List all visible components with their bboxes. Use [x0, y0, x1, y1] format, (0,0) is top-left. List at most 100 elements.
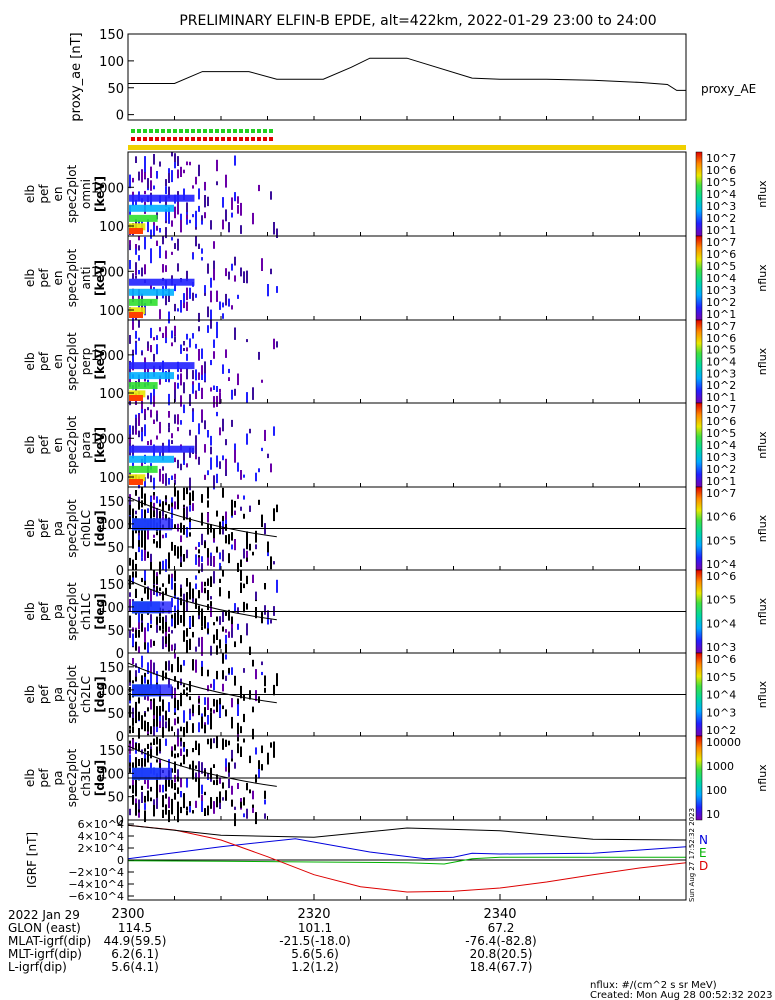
status-mark-red — [173, 137, 177, 141]
heatmap-cell — [222, 364, 224, 374]
colorbar-tick: 10^1 — [706, 391, 736, 404]
heatmap-cell — [141, 509, 143, 518]
y-axis-label-line: en — [51, 438, 65, 453]
series-line — [127, 838, 687, 860]
heatmap-cell — [189, 696, 191, 701]
heatmap-cell — [156, 779, 158, 789]
heatmap-cell — [216, 616, 218, 622]
heatmap-cell — [138, 540, 140, 552]
heatmap-cell — [225, 758, 227, 767]
ephemeris-label: GLON (east) — [8, 921, 81, 935]
heatmap-cell — [219, 562, 221, 571]
heatmap-cell — [159, 245, 161, 259]
heatmap-cell — [144, 236, 146, 250]
heatmap-cell — [255, 690, 257, 702]
y-axis-label-line: elb — [23, 685, 37, 703]
heatmap-cell — [132, 536, 134, 549]
y-axis-label-line: pef — [37, 184, 51, 204]
heatmap-cell — [162, 699, 164, 708]
heatmap-cell — [171, 475, 173, 480]
heatmap-cell — [210, 556, 212, 566]
heatmap-cell — [147, 662, 149, 674]
series-line — [127, 856, 686, 865]
status-mark-red — [191, 137, 195, 141]
ephemeris-value: 20.8(20.5) — [470, 947, 533, 961]
heatmap-cell — [198, 557, 200, 567]
heatmap-cell — [156, 531, 158, 536]
heatmap-cell — [222, 626, 224, 632]
status-mark-green — [269, 129, 273, 133]
heatmap-cell — [213, 634, 215, 644]
heatmap-cell — [213, 622, 215, 626]
heatmap-cell — [234, 603, 236, 612]
heatmap-cell — [174, 783, 176, 790]
heatmap-cell — [204, 292, 206, 296]
heatmap-cell — [201, 608, 203, 622]
heatmap-cell — [153, 703, 155, 716]
heatmap-cell — [249, 505, 251, 512]
heatmap-cell — [204, 420, 206, 430]
heatmap-cell — [213, 801, 215, 814]
heatmap-cell — [243, 798, 245, 806]
status-mark-green — [257, 129, 261, 133]
y-axis-label-line: pa — [51, 521, 65, 536]
heatmap-cell — [198, 382, 200, 391]
heatmap-cell — [168, 661, 170, 671]
heatmap-cell — [171, 170, 173, 183]
heatmap-cell — [258, 351, 260, 360]
legend-entry: N — [699, 833, 708, 847]
heatmap-cell — [171, 342, 173, 347]
heatmap-cell — [213, 709, 215, 714]
heatmap-cell — [195, 236, 197, 247]
status-mark-green — [167, 129, 171, 133]
heatmap-cell — [228, 762, 230, 775]
y-tick-label: 100 — [99, 55, 124, 70]
heatmap-cell — [144, 549, 146, 561]
heatmap-cell — [144, 720, 146, 732]
y-tick-label: 2×10^4 — [78, 842, 124, 855]
heatmap-cell — [168, 411, 170, 418]
heatmap-cell — [237, 783, 239, 789]
heatmap-cell — [183, 507, 185, 521]
heatmap-cell — [243, 495, 245, 500]
heatmap-cell — [225, 293, 227, 306]
heatmap-cell — [138, 496, 140, 501]
heatmap-cell — [165, 738, 167, 746]
heatmap-cell — [222, 549, 224, 562]
heatmap-cell — [147, 441, 149, 446]
heatmap-cell — [183, 487, 185, 501]
heatmap-cell — [138, 255, 140, 261]
heatmap-cell — [165, 635, 167, 644]
heatmap-cell — [246, 808, 248, 819]
heatmap-cell — [168, 427, 170, 433]
heatmap-cell — [204, 697, 206, 705]
heatmap-cell — [243, 813, 245, 818]
heatmap-cell — [135, 342, 137, 355]
y-axis-label-line: pa — [51, 771, 65, 786]
heatmap-cell — [141, 487, 143, 499]
panel-pa_ch3: 150 100 50 0 elb pef pa spec2plot ch3LC [deg] 1000… — [23, 735, 769, 829]
heatmap-cell — [216, 395, 218, 407]
heatmap-cell — [198, 164, 200, 177]
heatmap-cell — [225, 739, 227, 747]
heatmap-cell — [180, 664, 182, 673]
heatmap-cell — [201, 800, 203, 812]
heatmap-cell — [141, 557, 143, 561]
colorbar-tick: 10^4 — [706, 689, 736, 702]
heatmap-cell — [192, 185, 194, 189]
heatmap-cell — [168, 626, 170, 632]
heatmap-cell — [177, 414, 179, 425]
heatmap-cell — [177, 156, 179, 166]
heatmap-cell — [156, 623, 158, 633]
heatmap-cell — [180, 344, 182, 354]
heatmap-cell — [273, 222, 275, 235]
heatmap-cell — [144, 676, 146, 684]
heatmap-cell — [195, 554, 197, 565]
heatmap-cell — [225, 790, 227, 801]
heatmap-cell — [159, 309, 161, 320]
heatmap-cell — [216, 159, 218, 172]
status-mark-green — [203, 129, 207, 133]
heatmap-cell — [234, 192, 236, 202]
heatmap-cell — [144, 712, 146, 717]
heatmap-cell — [255, 591, 257, 600]
